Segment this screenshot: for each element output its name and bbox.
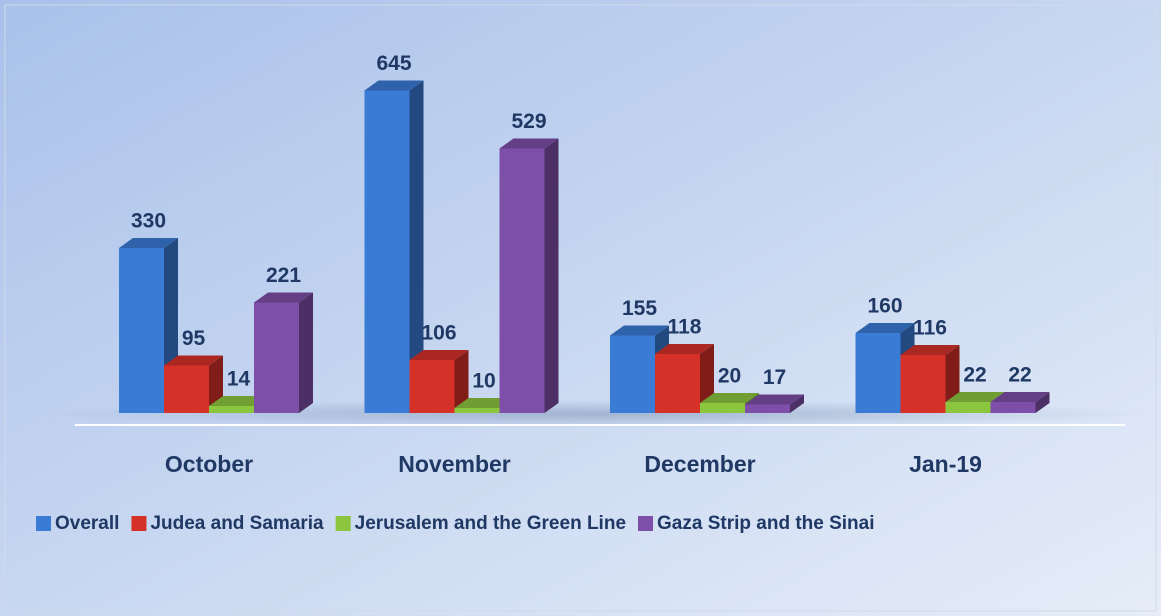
bar-front (364, 90, 410, 413)
bar-front (454, 408, 500, 413)
bar-front (209, 406, 254, 413)
value-label: 95 (182, 327, 206, 350)
value-label: 22 (1008, 364, 1031, 387)
frame (4, 4, 1157, 612)
bar-front (655, 354, 700, 413)
bar-top (254, 292, 313, 303)
bar-top (499, 138, 559, 149)
bar-top (655, 344, 714, 354)
bar-front (700, 403, 745, 413)
bar-front (164, 365, 209, 413)
value-label: 529 (511, 110, 546, 133)
legend-swatch (36, 516, 51, 531)
value-label: 330 (131, 210, 166, 233)
bar-side (409, 80, 424, 413)
value-label: 160 (867, 295, 902, 318)
bar-front (855, 333, 901, 413)
bar-side (299, 292, 313, 413)
bar-top (700, 393, 759, 403)
bar (254, 292, 313, 413)
bar-front (745, 404, 790, 413)
legend-label: Overall (55, 513, 119, 534)
value-label: 14 (227, 368, 251, 391)
bar-side (454, 350, 469, 413)
bar-top (454, 398, 514, 408)
bar-top (209, 396, 268, 406)
legend-swatch (131, 516, 147, 531)
value-label: 106 (421, 322, 456, 345)
bar (745, 394, 804, 413)
legend-swatch (638, 516, 654, 531)
x-tick-label: December (644, 451, 755, 477)
value-label: 20 (718, 365, 741, 388)
bar-front (119, 248, 164, 413)
bar-top (610, 325, 669, 336)
x-tick-label: November (398, 451, 511, 477)
bar-top (119, 238, 178, 248)
bar-front (254, 302, 299, 413)
legend-label: Gaza Strip and the Sinai (657, 513, 875, 534)
bar-side (790, 394, 804, 413)
bar-front (409, 360, 455, 413)
legend-label: Judea and Samaria (150, 513, 324, 534)
value-label: 116 (913, 317, 947, 340)
bar-top (855, 323, 915, 333)
bar-front (499, 148, 545, 413)
bar (900, 345, 960, 413)
value-label: 221 (266, 264, 301, 287)
bar-side (1035, 392, 1050, 413)
value-label: 155 (622, 297, 657, 320)
bar (499, 138, 559, 413)
bar-top (409, 350, 469, 360)
value-label: 645 (376, 52, 411, 75)
legend-label: Jerusalem and the Green Line (355, 513, 626, 534)
bar-top (945, 392, 1005, 402)
bar-top (364, 80, 424, 91)
bar-top (900, 345, 960, 355)
bar-front (990, 402, 1036, 413)
value-label: 22 (963, 364, 986, 387)
value-label: 118 (668, 316, 702, 339)
bar-front (945, 402, 991, 413)
bar (990, 392, 1050, 413)
bar-top (990, 392, 1050, 402)
x-tick-label: Jan-19 (909, 451, 982, 477)
value-label: 17 (763, 366, 786, 389)
bar-front (900, 355, 946, 413)
bar-top (745, 394, 804, 405)
bar-side (544, 138, 559, 413)
bar (409, 350, 469, 413)
value-label: 10 (472, 370, 495, 393)
bar (364, 80, 424, 413)
bar-front (610, 335, 655, 413)
x-tick-label: October (165, 451, 253, 477)
bar-top (164, 355, 223, 366)
legend-swatch (335, 516, 351, 531)
